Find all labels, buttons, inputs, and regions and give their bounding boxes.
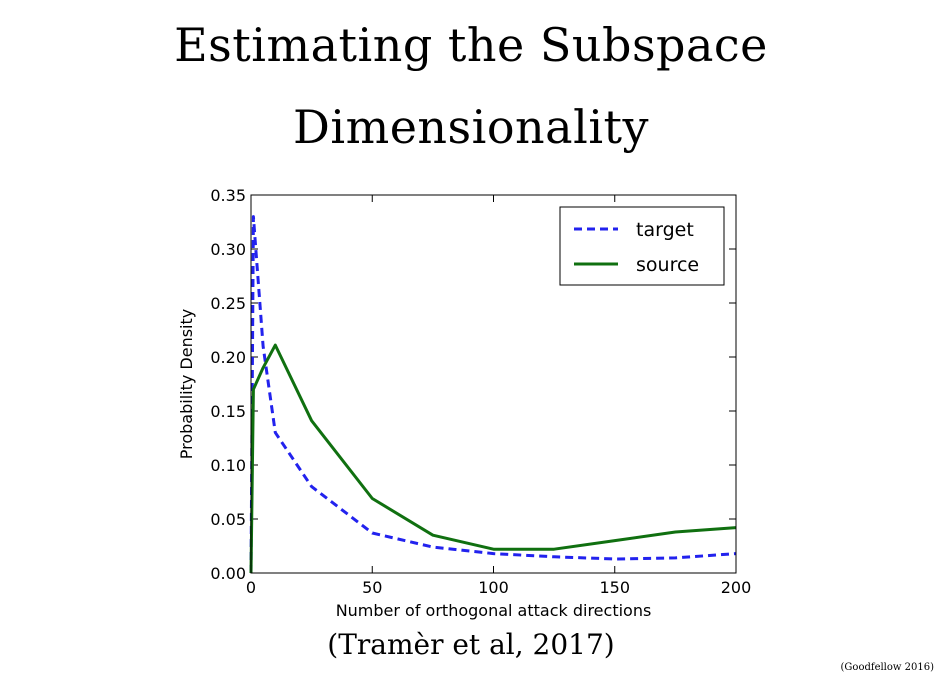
y-tick-label: 0.35 [210, 186, 246, 205]
x-tick-label: 150 [599, 578, 630, 597]
legend: target source [559, 206, 725, 286]
series-line-source [249, 343, 737, 574]
x-axis-label: Number of orthogonal attack directions [336, 601, 652, 620]
x-tick-label: 50 [362, 578, 382, 597]
chart-tick-labels: 0 50 100 150 200 0.00 0.05 0.10 0.15 0.20 0.25 0.30… [210, 186, 751, 597]
x-tick-label: 0 [246, 578, 256, 597]
slide-title-line-2: Dimensionality [292, 100, 650, 154]
y-tick-label: 0.10 [210, 456, 246, 475]
legend-label-source: source [636, 254, 699, 276]
y-tick-label: 0.30 [210, 240, 246, 259]
y-tick-label: 0.05 [210, 510, 246, 529]
footnote: (Goodfellow 2016) [840, 662, 934, 673]
y-tick-label: 0.20 [210, 348, 246, 367]
x-tick-label: 200 [721, 578, 752, 597]
y-tick-label: 0.00 [210, 564, 246, 583]
citation: (Tramèr et al, 2017) [327, 628, 615, 661]
slide-title-line-1: Estimating the Subspace [174, 18, 768, 72]
chart-series [249, 215, 737, 574]
series-line-target [249, 215, 737, 574]
y-axis-label: Probability Density [177, 309, 196, 460]
plot-frame [250, 194, 737, 574]
legend-box [559, 206, 725, 286]
x-tick-label: 100 [478, 578, 509, 597]
y-tick-label: 0.25 [210, 294, 246, 313]
legend-label-target: target [636, 219, 694, 241]
y-tick-label: 0.15 [210, 402, 246, 421]
